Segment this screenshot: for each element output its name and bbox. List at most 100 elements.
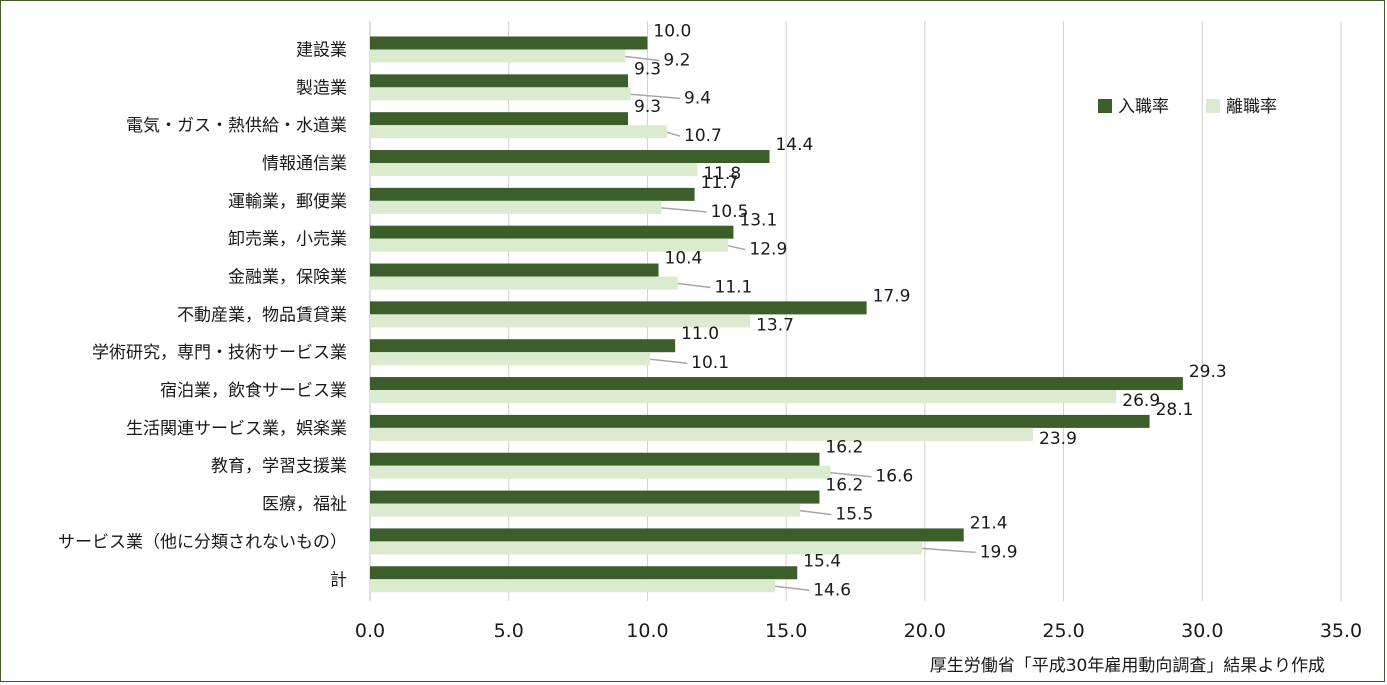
data-label-separation-rate: 11.8 [703,164,741,184]
x-tick-label: 0.0 [355,620,385,642]
category-label: 製造業 [296,78,347,98]
label-layer: 10.09.29.39.49.310.7 14.411.811.710.513.1… [634,22,1227,601]
source-note: 厚生労働省「平成30年雇用動向調査」結果より作成 [930,656,1325,676]
data-label-separation-rate: 26.9 [1122,391,1160,411]
bar-separation-rate [370,427,1034,441]
category-label: 医療，福祉 [262,495,347,515]
bar-entry-rate [370,225,734,239]
data-label-separation-rate: 9.4 [684,88,711,108]
category-label: 電気・ガス・熱供給・水道業 [126,116,347,136]
bar-entry-rate [370,377,1183,391]
x-tick-label: 20.0 [904,620,946,642]
bar-layer [370,36,1183,593]
leader-line [922,547,976,554]
data-label-entry-rate: 10.0 [653,22,691,42]
bar-separation-rate [370,238,728,252]
leader-line [650,358,688,364]
data-label-separation-rate: 13.7 [756,315,794,335]
leader-line [677,282,711,289]
legend: 入職率 離職率 [1098,97,1277,117]
data-label-entry-rate: 10.4 [665,249,703,269]
bar-separation-rate [370,49,626,63]
bar-entry-rate [370,36,648,50]
data-label-entry-rate: 15.4 [803,551,841,571]
bar-entry-rate [370,566,798,580]
bar-separation-rate [370,579,776,593]
bar-entry-rate [370,74,629,88]
category-label: 宿泊業，飲食サービス業 [160,381,347,401]
data-label-separation-rate: 19.9 [980,542,1018,562]
data-label-entry-rate: 14.4 [775,135,813,155]
data-label-entry-rate: 16.2 [825,476,863,496]
category-label: 計 [330,570,347,590]
bar-entry-rate [370,414,1150,428]
category-label: 情報通信業 [262,154,347,174]
category-label: 学術研究，専門・技術サービス業 [92,343,347,363]
data-label-entry-rate: 16.2 [825,438,863,458]
leader-line [774,585,810,592]
bar-separation-rate [370,390,1117,404]
data-label-separation-rate: 16.6 [875,467,913,487]
category-label: 教育，学習支援業 [211,457,347,477]
x-tick-label: 35.0 [1320,620,1362,642]
data-label-separation-rate: 10.7 [684,126,722,146]
data-label-entry-rate: 17.9 [873,286,911,306]
bar-entry-rate [370,339,676,353]
data-label-entry-rate: 13.1 [739,211,777,231]
data-label-separation-rate: 12.9 [749,240,787,260]
x-axis-ticks: 0.0 5.0 10.0 15.0 20.0 25.0 30.0 35.0 [355,620,1362,642]
x-tick-label: 15.0 [765,620,807,642]
bar-entry-rate [370,452,820,466]
category-label: 卸売業，小売業 [228,230,347,250]
category-label: 金融業，保険業 [228,268,347,288]
leader-line [666,131,681,137]
x-tick-label: 10.0 [626,620,668,642]
x-tick-label: 25.0 [1042,620,1084,642]
bar-entry-rate [370,490,820,504]
bar-separation-rate [370,352,651,366]
data-label-separation-rate: 10.1 [691,353,729,373]
data-label-separation-rate: 9.2 [663,51,690,71]
bar-separation-rate [370,314,751,328]
data-label-separation-rate: 23.9 [1039,429,1077,449]
bar-entry-rate [370,528,964,542]
category-label: 不動産業，物品賃貸業 [177,305,347,325]
leader-line [799,509,832,516]
bar-entry-rate [370,301,867,315]
bar-entry-rate [370,263,659,277]
legend-swatch-entry-rate [1098,99,1112,113]
bar-separation-rate [370,125,667,139]
leader-line [630,93,681,100]
data-label-entry-rate: 9.3 [634,97,661,117]
category-labels: 建設業製造業電気・ガス・熱供給・水道業情報通信業運輸業，郵便業卸売業，小売業金融… [58,41,347,591]
leader-line [727,244,746,251]
leader-layer [625,55,976,592]
bar-separation-rate [370,465,831,479]
data-label-entry-rate: 11.0 [681,324,719,344]
category-label: 建設業 [296,41,347,61]
data-label-separation-rate: 10.5 [711,202,749,222]
category-label: 運輸業，郵便業 [228,192,347,212]
bar-separation-rate [370,200,662,214]
bar-separation-rate [370,276,678,290]
category-label: サービス業（他に分類されないもの） [58,532,347,552]
legend-label: 入職率 [1118,97,1169,117]
data-label-entry-rate: 21.4 [970,513,1008,533]
x-tick-label: 5.0 [494,620,524,642]
legend-label: 離職率 [1226,97,1277,117]
data-label-entry-rate: 29.3 [1189,362,1227,382]
bar-separation-rate [370,503,801,517]
data-label-entry-rate: 28.1 [1156,400,1194,420]
data-label-entry-rate: 11.7 [701,173,739,193]
leader-line [661,207,707,213]
x-tick-label: 30.0 [1181,620,1223,642]
bar-separation-rate [370,541,923,555]
data-label-separation-rate: 11.1 [715,278,753,298]
category-label: 生活関連サービス業，娯楽業 [126,419,347,439]
data-label-entry-rate: 9.3 [634,59,661,79]
bar-separation-rate [370,163,698,177]
data-label-separation-rate: 15.5 [835,505,873,525]
bar-separation-rate [370,87,631,101]
